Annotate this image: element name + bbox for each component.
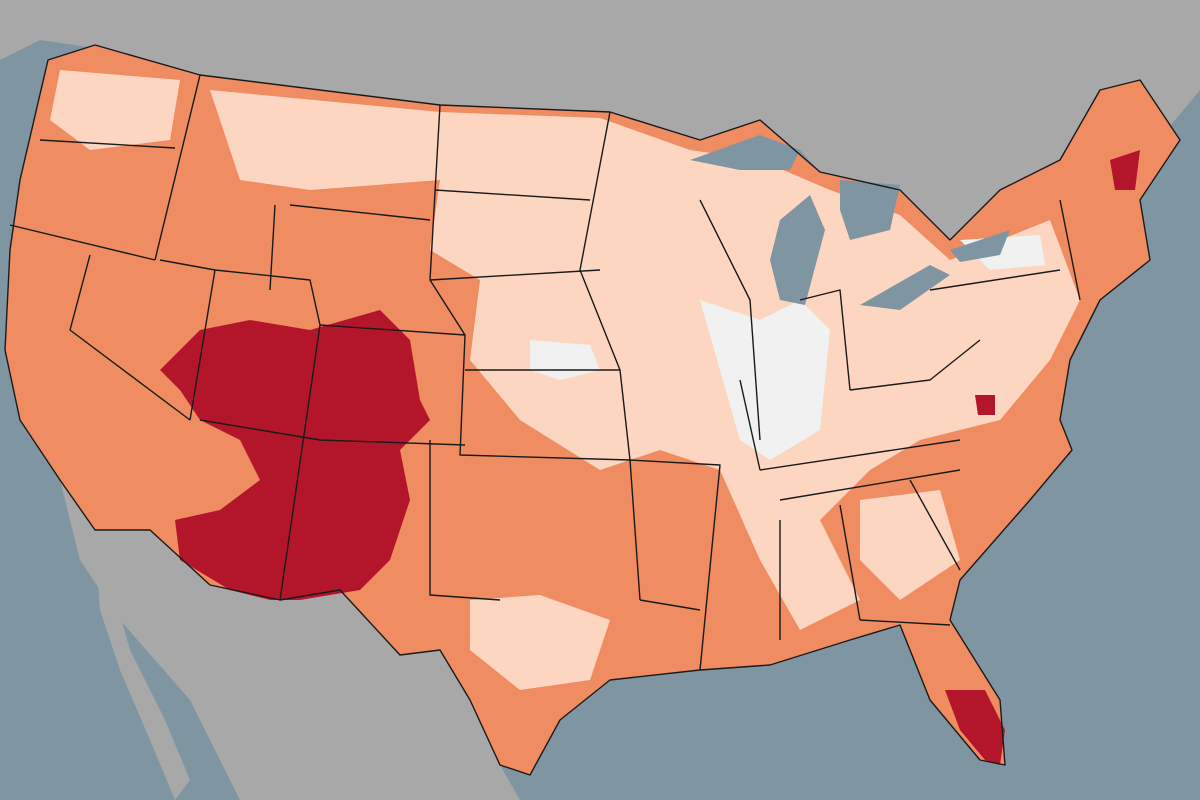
high-southwest <box>160 310 430 600</box>
mexico <box>60 480 520 800</box>
light-west <box>50 70 180 150</box>
border-lines <box>9 74 1081 671</box>
high-florida <box>945 690 1005 765</box>
high-maine <box>1110 150 1140 190</box>
light-texas <box>470 595 610 690</box>
baja <box>95 540 190 800</box>
pale-midwest <box>700 300 830 460</box>
great-lakes <box>690 135 1010 310</box>
high-virginia <box>975 395 995 415</box>
us-outline <box>4 44 1181 776</box>
light-southeast <box>860 490 960 600</box>
state-borders <box>4 44 1181 776</box>
